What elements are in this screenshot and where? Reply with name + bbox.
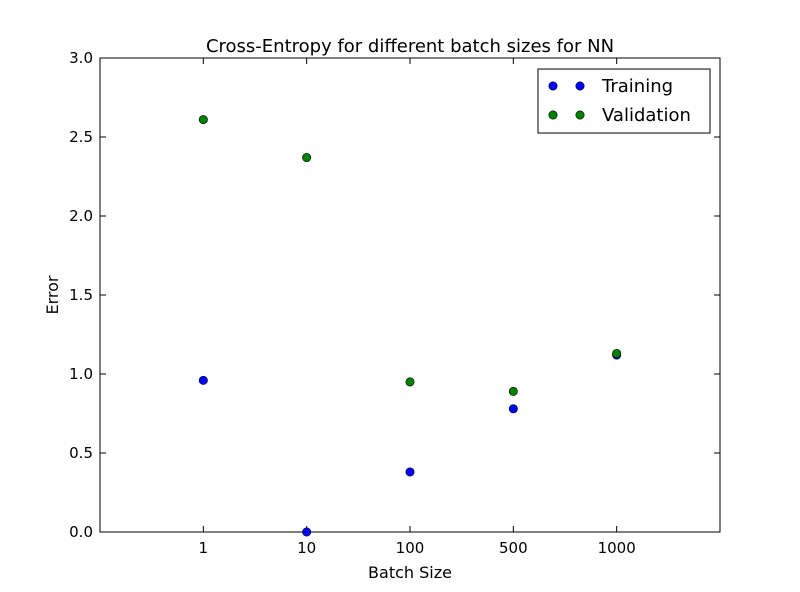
legend-marker xyxy=(575,110,585,120)
legend-item-validation: Validation xyxy=(548,105,691,126)
y-tick-label: 2.0 xyxy=(69,207,93,225)
legend-marker xyxy=(575,81,585,91)
y-tick-label: 1.0 xyxy=(69,365,93,383)
y-axis-label: Error xyxy=(43,275,62,314)
chart-title: Cross-Entropy for different batch sizes … xyxy=(206,36,614,57)
legend-marker xyxy=(548,110,558,120)
x-tick-label: 1000 xyxy=(598,539,636,557)
y-axis: 0.0 0.5 1.0 1.5 2.0 2.5 3.0 xyxy=(69,49,720,541)
y-tick-label: 0.5 xyxy=(69,444,93,462)
data-point-training xyxy=(198,375,208,385)
legend-label: Training xyxy=(601,76,673,97)
data-point-training xyxy=(405,467,415,477)
data-point-validation xyxy=(198,115,208,125)
x-tick-label: 100 xyxy=(396,539,425,557)
y-tick-label: 3.0 xyxy=(69,49,93,67)
legend-marker xyxy=(548,81,558,91)
x-tick-label: 10 xyxy=(297,539,316,557)
data-point-validation xyxy=(612,348,622,358)
legend-item-training: Training xyxy=(548,76,673,97)
y-tick-label: 2.5 xyxy=(69,128,93,146)
x-axis-label: Batch Size xyxy=(368,563,452,582)
x-tick-label: 1 xyxy=(199,539,209,557)
data-point-validation xyxy=(302,153,312,163)
plot-area xyxy=(99,57,721,533)
x-tick-label: 500 xyxy=(499,539,528,557)
data-points xyxy=(198,115,622,537)
data-point-validation xyxy=(508,386,518,396)
legend: Training Validation xyxy=(537,68,711,134)
data-point-training xyxy=(302,527,312,537)
data-point-validation xyxy=(405,377,415,387)
y-tick-label: 1.5 xyxy=(69,286,93,304)
y-tick-label: 0.0 xyxy=(69,523,93,541)
legend-box xyxy=(537,68,711,134)
x-axis: 1 10 100 500 1000 xyxy=(199,58,636,557)
legend-label: Validation xyxy=(602,105,691,126)
data-point-training xyxy=(508,404,518,414)
